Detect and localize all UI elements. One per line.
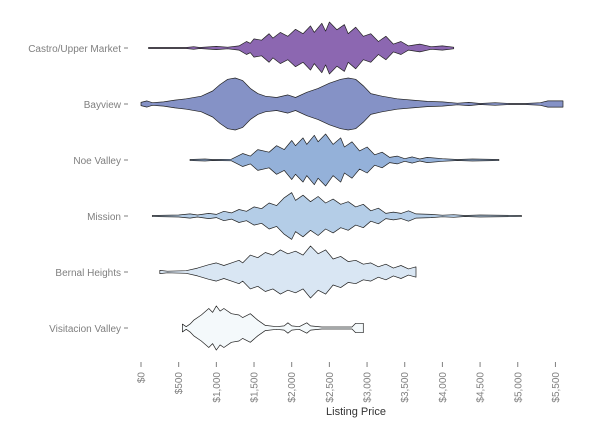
violin-layer <box>140 21 564 351</box>
x-tick-label: $2,500 <box>325 372 336 403</box>
violin-noe-valley <box>189 133 500 187</box>
category-label-noe-valley: Noe Valley <box>73 156 121 167</box>
x-tick-label: $4,000 <box>438 372 449 403</box>
violin-bayview <box>140 77 564 131</box>
category-label-visitacion-valley: Visitacion Valley <box>49 324 121 335</box>
x-axis-title: Listing Price <box>326 406 386 418</box>
x-tick-label: $4,500 <box>476 372 487 403</box>
x-tick-label: $2,000 <box>287 372 298 403</box>
category-label-bernal-heights: Bernal Heights <box>55 268 121 279</box>
x-tick-label: $3,000 <box>363 372 374 403</box>
category-labels: Castro/Upper Market Bayview Noe Valley Miss… <box>28 44 128 335</box>
violin-castro-upper-market <box>148 21 455 75</box>
x-tick-label: $5,500 <box>551 372 562 403</box>
violin-visitacion-valley <box>182 305 364 351</box>
x-tick-label: $0 <box>137 372 148 384</box>
category-label-mission: Mission <box>87 212 121 223</box>
violin-bernal-heights <box>159 245 417 299</box>
x-tick-label: $1,500 <box>250 372 261 403</box>
violin-mission <box>151 192 522 240</box>
x-tick-label: $3,500 <box>400 372 411 403</box>
x-tick-label: $5,000 <box>513 372 524 403</box>
x-axis: $0 $500 $1,000 $1,500 $2,000 $2,500 $3,000 $3,5… <box>137 362 562 403</box>
x-tick-label: $1,000 <box>212 372 223 403</box>
x-tick-label: $500 <box>174 372 185 395</box>
category-label-bayview: Bayview <box>84 100 122 111</box>
category-label-castro-upper-market: Castro/Upper Market <box>28 44 121 55</box>
